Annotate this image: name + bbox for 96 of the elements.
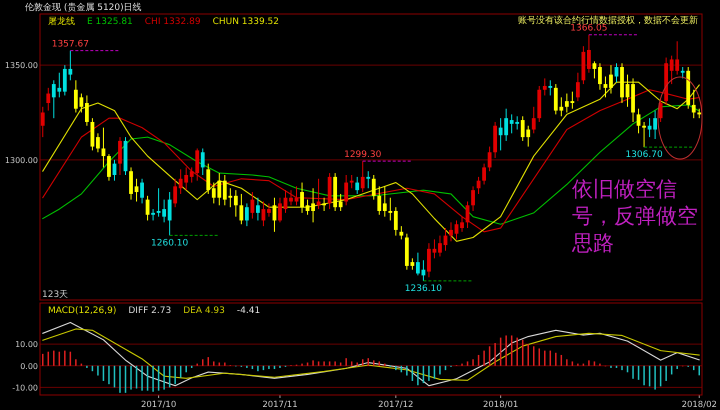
candlestick [344, 174, 348, 206]
candlestick [498, 118, 503, 151]
candlestick [542, 78, 547, 96]
candlestick [217, 172, 222, 206]
candlestick [564, 93, 569, 113]
x-tick-label: 2017/10 [140, 400, 176, 410]
candlestick [234, 190, 238, 218]
candlestick [488, 146, 492, 172]
annotation: 123天 [42, 289, 68, 300]
annotation: 1299.30 [344, 150, 382, 160]
x-tick-label: 2017/11 [262, 400, 298, 410]
line-series [42, 328, 700, 381]
candlestick [350, 174, 354, 189]
candlestick [504, 108, 508, 142]
candlestick [107, 154, 111, 182]
annotation: 1366.05 [570, 24, 608, 34]
y-tick-label: 10.00 [15, 340, 38, 350]
candlestick [322, 197, 326, 212]
annotation: 1357.67 [52, 40, 89, 50]
candlestick [195, 148, 200, 182]
candlestick [554, 84, 558, 115]
legend-title: 屠龙线 [48, 16, 75, 27]
y-tick-label: 1350.00 [4, 61, 38, 70]
candlestick [272, 197, 276, 232]
line-series [42, 322, 700, 386]
candlestick [178, 168, 183, 194]
x-tick-label: 2018/02 [682, 400, 717, 410]
candlestick [576, 72, 580, 102]
candlestick [118, 136, 122, 176]
candlestick [112, 159, 116, 182]
candlestick [466, 201, 470, 229]
candlestick [388, 197, 392, 221]
candlestick [68, 50, 72, 81]
text: DIFF 2.73 [128, 306, 172, 316]
candlestick [642, 121, 646, 148]
y-tick-label: 0.00 [20, 362, 38, 371]
candlestick [250, 192, 254, 220]
chart-title: 伦敦金现 (贵金属 5120)日线 [25, 2, 142, 13]
text: DEA 4.93 [183, 306, 225, 316]
candlestick [146, 195, 150, 221]
candlestick [184, 166, 188, 191]
line-series [42, 104, 700, 225]
candlestick [377, 186, 382, 216]
candlestick [471, 186, 475, 212]
candlestick [239, 193, 244, 225]
candlestick [510, 114, 514, 134]
candlestick [382, 186, 387, 218]
candlestick [140, 178, 144, 204]
candlestick [338, 193, 343, 212]
candlestick [670, 55, 674, 85]
candlestick [372, 174, 376, 200]
text: CHUN 1339.52 [212, 17, 280, 27]
candlestick [476, 176, 480, 194]
x-tick-label: 2018/01 [482, 400, 518, 410]
candlestick [316, 178, 320, 210]
candlestick [570, 91, 574, 110]
text: CHI 1332.89 [144, 17, 201, 27]
candlestick [482, 163, 486, 185]
y-tick-label: -10.00 [12, 383, 38, 392]
y-tick-label: 1300.00 [4, 156, 38, 165]
candlestick [526, 125, 530, 148]
candlestick [515, 116, 520, 130]
candlestick [173, 178, 178, 208]
candlestick [394, 206, 398, 236]
chart-title: MACD(12,26,9) [48, 306, 116, 316]
candlestick [697, 108, 702, 119]
candlestick [532, 106, 536, 134]
candlestick [256, 197, 260, 221]
candlestick [520, 116, 525, 142]
candlestick [636, 108, 640, 134]
candlestick [366, 170, 370, 189]
candlestick [360, 160, 365, 193]
annotation: 1236.10 [404, 284, 442, 294]
annotation: -4.41 [236, 306, 260, 316]
annotation: 1306.70 [625, 150, 663, 160]
candlestick [52, 80, 56, 119]
candlestick [675, 40, 680, 76]
annotation: 1260.10 [151, 238, 189, 248]
candlestick [355, 176, 360, 194]
candlestick [614, 62, 618, 83]
candlestick [222, 174, 227, 206]
x-tick-label: 2017/12 [378, 400, 414, 410]
candlestick [692, 89, 696, 119]
candlestick [206, 163, 210, 194]
candlestick [102, 127, 106, 168]
text: E 1325.81 [87, 17, 133, 27]
candlestick [151, 208, 155, 221]
candlestick [190, 166, 194, 184]
candlestick [658, 98, 663, 122]
candlestick [40, 106, 45, 138]
candlestick [244, 202, 249, 227]
candlestick [548, 80, 552, 96]
candlestick [46, 87, 50, 112]
candlestick [62, 64, 67, 96]
candlestick [200, 148, 205, 176]
annotation: 依旧做空信号，反弹做空思路 [572, 176, 699, 257]
